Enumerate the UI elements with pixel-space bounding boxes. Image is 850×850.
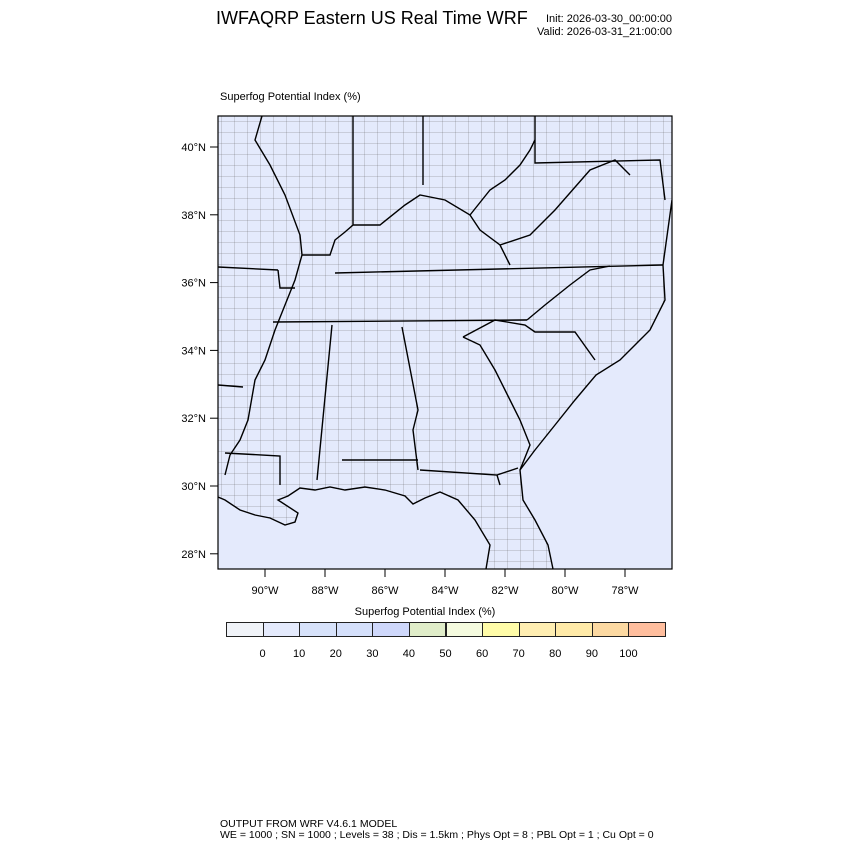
lat-tick-label: 32°N bbox=[181, 413, 206, 425]
lon-tick-label: 86°W bbox=[371, 585, 399, 597]
colorbar-swatch bbox=[628, 622, 666, 637]
colorbar-swatch bbox=[591, 622, 630, 637]
colorbar-label: 30 bbox=[366, 648, 379, 660]
map-panel: 40°N 38°N 36°N 34°N 32°N 30°N 28°N 90°W 88°W 86°… bbox=[181, 115, 673, 597]
colorbar-title: Superfog Potential Index (%) bbox=[354, 606, 496, 618]
colorbar-label: 100 bbox=[619, 648, 638, 660]
lon-tick-label: 82°W bbox=[491, 585, 519, 597]
colorbar-swatch bbox=[408, 622, 447, 637]
longitude-axis: 90°W 88°W 86°W 84°W 82°W 80°W 78°W bbox=[251, 569, 639, 597]
plot-title: IWFAQRP Eastern US Real Time WRF bbox=[216, 8, 528, 28]
field-label: Superfog Potential Index (%) bbox=[220, 91, 361, 103]
lon-tick-label: 84°W bbox=[431, 585, 459, 597]
land-counties bbox=[218, 116, 672, 569]
lat-tick-label: 38°N bbox=[181, 210, 206, 222]
colorbar-swatch bbox=[262, 622, 301, 637]
colorbar-label: 90 bbox=[585, 648, 598, 660]
colorbar-swatch bbox=[518, 622, 557, 637]
lon-tick-label: 90°W bbox=[251, 585, 279, 597]
footer-params: WE = 1000 ; SN = 1000 ; Levels = 38 ; Di… bbox=[220, 829, 654, 841]
latitude-axis: 40°N 38°N 36°N 34°N 32°N 30°N 28°N bbox=[181, 142, 218, 561]
valid-time: Valid: 2026-03-31_21:00:00 bbox=[537, 26, 672, 38]
colorbar-swatch bbox=[299, 622, 337, 637]
lon-tick-label: 78°W bbox=[611, 585, 639, 597]
lat-tick-label: 40°N bbox=[181, 142, 206, 154]
lat-tick-label: 30°N bbox=[181, 481, 206, 493]
colorbar-label: 10 bbox=[293, 648, 306, 660]
colorbar-label: 50 bbox=[439, 648, 452, 660]
state-boundaries bbox=[218, 116, 672, 569]
colorbar-swatch bbox=[482, 622, 520, 637]
mississippi-river bbox=[224, 116, 303, 476]
lat-tick-label: 36°N bbox=[181, 278, 206, 290]
colorbar-label: 0 bbox=[259, 648, 266, 660]
colorbar-label: 20 bbox=[329, 648, 342, 660]
coastline bbox=[218, 199, 672, 569]
colorbar-swatch bbox=[445, 622, 484, 637]
lat-tick-label: 28°N bbox=[181, 549, 206, 561]
colorbar-label: 60 bbox=[475, 648, 489, 660]
footer-model: OUTPUT FROM WRF V4.6.1 MODEL bbox=[220, 818, 398, 830]
lat-tick-label: 34°N bbox=[181, 345, 206, 357]
init-time: Init: 2026-03-30_00:00:00 bbox=[546, 13, 672, 25]
colorbar-swatch bbox=[226, 622, 264, 637]
colorbar-swatch bbox=[335, 622, 374, 637]
colorbar-swatch bbox=[555, 622, 593, 637]
colorbar-label: 80 bbox=[549, 648, 562, 660]
lon-tick-label: 80°W bbox=[551, 585, 579, 597]
colorbar-swatch bbox=[372, 622, 410, 637]
colorbar-label: 40 bbox=[402, 648, 416, 660]
lon-tick-label: 88°W bbox=[311, 585, 339, 597]
colorbar-label: 70 bbox=[512, 648, 525, 660]
